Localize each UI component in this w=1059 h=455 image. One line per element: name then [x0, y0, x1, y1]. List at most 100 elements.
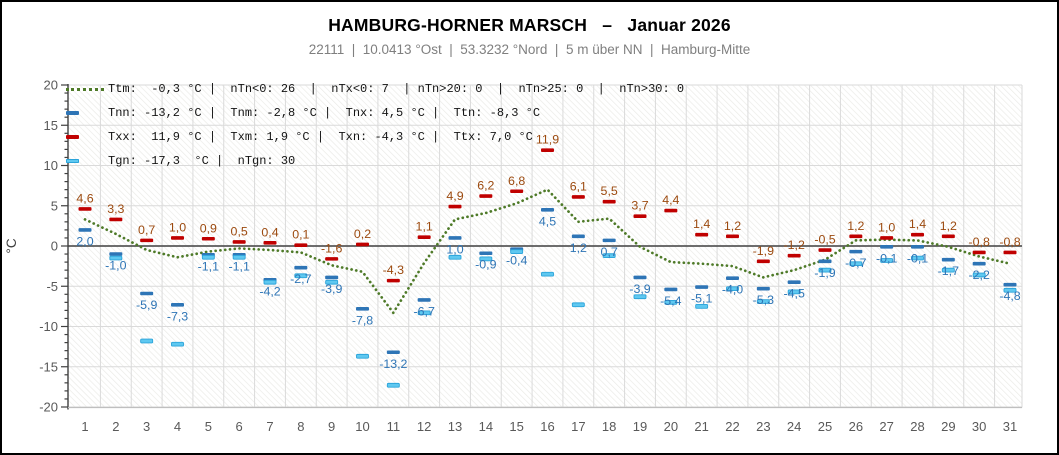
txx-mark: [602, 199, 616, 204]
txx-mark: [417, 235, 431, 239]
tgn-mark: [232, 254, 246, 260]
x-axis-label: 1: [81, 419, 88, 434]
x-axis-label: 9: [328, 419, 335, 434]
x-axis-label: 12: [417, 419, 431, 434]
tnn-value-label: -5,9: [136, 298, 157, 312]
txx-value-label: 1,0: [878, 220, 895, 234]
txx-value-label: 0,1: [292, 228, 309, 242]
tnn-mark: [910, 245, 924, 249]
txx-value-label: 1,2: [847, 219, 864, 233]
txx-value-label: 6,8: [508, 174, 525, 188]
tnn-value-label: -7,3: [167, 309, 188, 323]
txx-value-label: 0,2: [354, 227, 371, 241]
tnn-value-label: -2,7: [290, 272, 311, 286]
tnn-mark: [725, 276, 739, 280]
legend-row-tnn: Tnn: -13,2 °C | Tnm: -2,8 °C | Tnx: 4,5 …: [66, 105, 540, 121]
tgn-mark: [633, 294, 647, 300]
tnn-value-label: -1,1: [228, 259, 249, 273]
legend-text-tgn: Tgn: -17,3 °C | nTgn: 30: [108, 154, 296, 168]
x-axis-label: 27: [879, 419, 893, 434]
tgn-mark: [849, 261, 863, 267]
x-axis-label: 18: [602, 419, 616, 434]
tnn-dash-icon: [66, 111, 79, 115]
tgn-mark: [1003, 287, 1017, 293]
x-axis-label: 7: [266, 419, 273, 434]
tgn-mark: [417, 310, 431, 316]
txx-mark: [140, 238, 154, 243]
tnn-mark: [448, 236, 462, 240]
txx-mark: [78, 207, 92, 211]
x-axis-label: 13: [448, 419, 462, 434]
tnn-mark: [170, 302, 184, 307]
tgn-mark: [386, 382, 400, 388]
txx-mark: [849, 234, 863, 239]
txx-mark: [818, 248, 832, 252]
tnn-mark: [880, 245, 894, 249]
x-axis-label: 29: [941, 419, 955, 434]
tnn-value-label: -4,2: [259, 284, 280, 298]
txx-dash-icon: [66, 135, 79, 139]
y-axis-label: 15: [44, 118, 58, 133]
tgn-mark: [263, 279, 277, 285]
tnn-mark: [941, 257, 955, 262]
txx-value-label: 3,3: [107, 202, 124, 216]
txx-mark: [787, 253, 801, 258]
txx-value-label: 0,5: [231, 224, 248, 238]
txx-mark: [695, 232, 709, 237]
x-axis-label: 15: [509, 419, 523, 434]
tnn-mark: [140, 291, 154, 296]
txx-mark: [910, 232, 924, 237]
data-series: [78, 148, 1017, 388]
txx-mark: [972, 250, 986, 255]
tnn-mark: [972, 261, 986, 266]
tgn-mark: [602, 253, 616, 259]
txx-value-label: 1,4: [909, 217, 926, 231]
x-axis-label: 16: [540, 419, 554, 434]
tgn-mark: [510, 249, 524, 254]
tnn-mark: [109, 252, 123, 256]
tgn-mark: [201, 254, 215, 260]
tnn-value-label: -1,1: [198, 259, 219, 273]
x-axis-label: 19: [633, 419, 647, 434]
tgn-mark: [479, 256, 493, 262]
tnn-value-label: -0,1: [907, 251, 928, 265]
tnn-mark: [78, 228, 92, 232]
x-axis-label: 10: [355, 419, 369, 434]
tnn-value-label: -4,0: [722, 283, 743, 297]
tnn-value-label: -5,1: [691, 292, 712, 306]
x-axis-label: 20: [664, 419, 678, 434]
legend-key-wrap: [66, 111, 108, 115]
txx-value-label: -4,3: [383, 263, 404, 277]
x-axis-label: 21: [694, 419, 708, 434]
y-axis-label: -5: [46, 279, 58, 294]
tgn-mark: [972, 272, 986, 278]
txx-value-label: -1,2: [783, 238, 804, 252]
tnn-mark: [325, 275, 339, 280]
txx-mark: [294, 243, 308, 247]
tnn-value-label: -7,8: [352, 313, 373, 327]
txx-value-label: 0,9: [200, 221, 217, 235]
tnn-value-label: -1,9: [814, 266, 835, 280]
legend-row-ttm: Ttm: -0,3 °C | nTn<0: 26 | nTx<0: 7 | nT…: [66, 81, 684, 97]
x-axis-label: 25: [818, 419, 832, 434]
x-axis-label: 30: [972, 419, 986, 434]
x-axis-label: 4: [174, 419, 181, 434]
tnn-value-label: 4,5: [539, 214, 556, 228]
tgn-mark: [109, 255, 123, 261]
data-labels: 4,6 3,3 0,7 1,0 0,9 0,5 0,4 0,1 -1,6 0,2 -4,3 1,1 4,…: [76, 133, 1020, 371]
tnn-value-label: 0,7: [601, 245, 618, 259]
tnn-value-label: -4,8: [999, 289, 1020, 303]
x-axis-label: 26: [849, 419, 863, 434]
txx-value-label: -1,9: [753, 244, 774, 258]
station-subtitle: 22111 | 10.0413 °Ost | 53.3232 °Nord | 5…: [308, 42, 751, 57]
txx-mark: [232, 240, 246, 244]
txx-value-label: 1,4: [693, 217, 710, 231]
x-axis-label: 28: [910, 419, 924, 434]
tnn-value-label: -5,4: [660, 294, 681, 308]
tnn-value-label: -2,2: [968, 268, 989, 282]
tnn-mark: [386, 350, 400, 355]
tnn-mark: [664, 287, 678, 292]
y-axis-label: -20: [39, 400, 58, 415]
y-axis-label: 20: [44, 78, 58, 93]
